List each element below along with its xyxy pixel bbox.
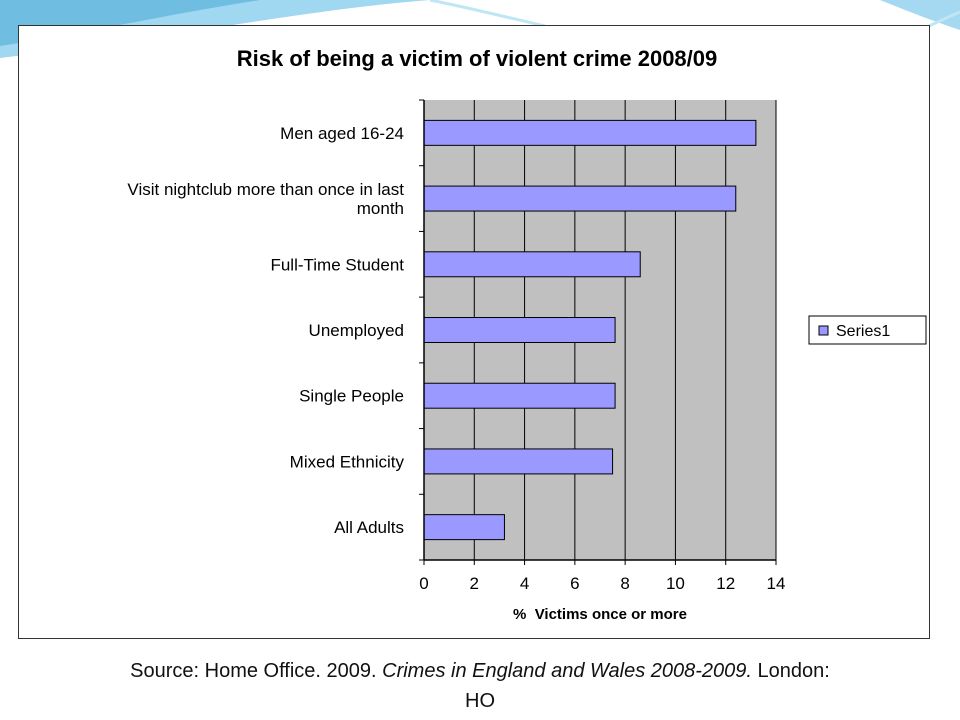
- bar: [423, 382, 616, 409]
- legend-swatch: [818, 325, 829, 336]
- x-tick-label: 14: [767, 574, 786, 593]
- bar: [423, 514, 505, 541]
- x-tick-label: 4: [520, 574, 529, 593]
- category-label: Men aged 16-24: [280, 124, 404, 143]
- x-tick-label: 0: [419, 574, 428, 593]
- bar-chart: Risk of being a victim of violent crime …: [127, 46, 927, 623]
- plot-area: [423, 100, 777, 561]
- x-tick-label: 8: [620, 574, 629, 593]
- category-label: Visit nightclub more than once in last mo…: [127, 180, 404, 218]
- bar: [423, 317, 616, 343]
- source-suffix: London:: [751, 660, 830, 682]
- category-label: Unemployed: [309, 321, 404, 340]
- source-title: Crimes in England and Wales 2008-2009.: [382, 660, 752, 682]
- legend-label: Series1: [836, 323, 890, 340]
- legend: Series1: [808, 315, 927, 345]
- x-axis-label: % Victims once or more: [513, 606, 687, 623]
- x-tick-label: 12: [716, 574, 735, 593]
- category-label: Single People: [299, 387, 404, 406]
- x-tick-label: 10: [666, 574, 685, 593]
- category-labels: Men aged 16-24 Visit nightclub more than …: [127, 124, 404, 537]
- category-label: Mixed Ethnicity: [290, 452, 405, 471]
- category-label: Full-Time Student: [270, 255, 404, 274]
- category-label: All Adults: [334, 518, 404, 537]
- bar: [423, 448, 614, 475]
- x-tick-label: 2: [470, 574, 479, 593]
- bar: [423, 185, 737, 212]
- bar: [423, 119, 757, 146]
- x-axis-ticks: 0 2 4 6 8 10 12 14: [419, 99, 786, 593]
- x-tick-label: 6: [570, 574, 579, 593]
- bar: [423, 251, 641, 278]
- source-prefix: Source: Home Office. 2009.: [130, 660, 383, 682]
- chart-title: Risk of being a victim of violent crime …: [237, 46, 718, 71]
- source-line-2: HO: [465, 690, 495, 712]
- source-citation: Source: Home Office. 2009. Crimes in Eng…: [0, 656, 960, 716]
